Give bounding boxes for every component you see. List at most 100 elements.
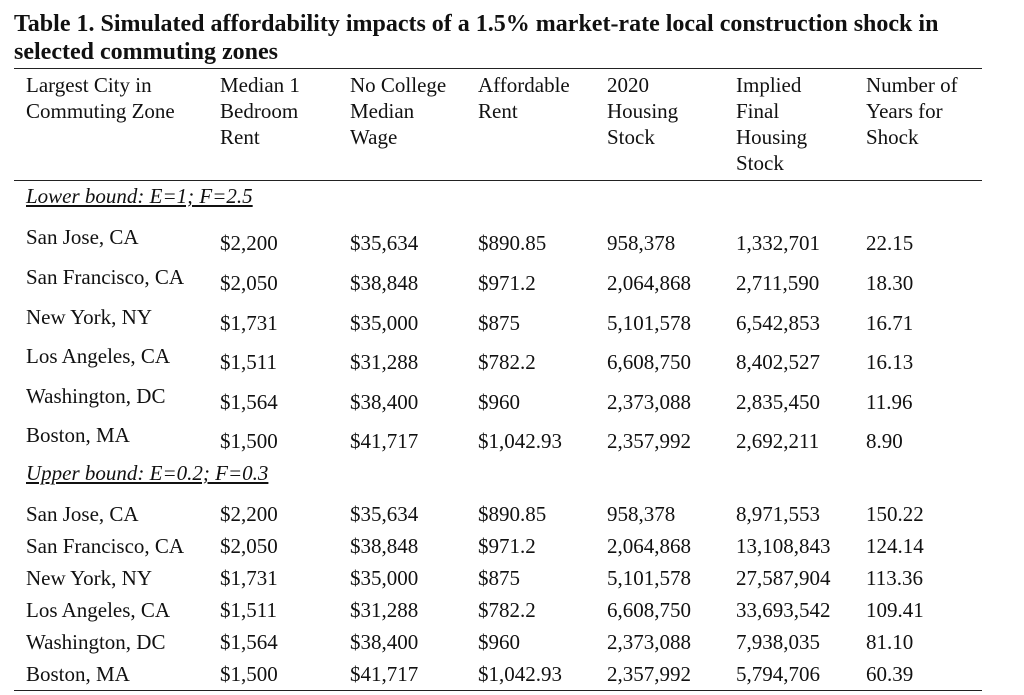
cell: $38,400 [350, 630, 419, 654]
cell: $971.2 [478, 534, 536, 558]
cell: $1,564 [220, 630, 278, 654]
cell: $1,042.93 [478, 429, 562, 453]
cell: $31,288 [350, 350, 419, 374]
cell: 124.14 [866, 534, 924, 558]
cell: 22.15 [866, 231, 914, 255]
cell: $1,731 [220, 566, 278, 590]
cell: 5,101,578 [607, 566, 691, 590]
cell: 2,711,590 [736, 271, 820, 295]
cell: 8,402,527 [736, 350, 820, 374]
row-label: San Francisco, CA [26, 534, 185, 558]
cell: $782.2 [478, 598, 536, 622]
cell: 13,108,843 [736, 534, 831, 558]
row-label: Washington, DC [26, 384, 166, 408]
cell: 5,101,578 [607, 311, 691, 335]
cell: 8.90 [866, 429, 903, 453]
column-header: Median [350, 99, 415, 123]
cell: $2,050 [220, 271, 278, 295]
row-label: Boston, MA [26, 423, 130, 447]
column-header: Stock [607, 125, 655, 149]
cell: 113.36 [866, 566, 923, 590]
cell: $35,634 [350, 231, 419, 255]
cell: $31,288 [350, 598, 419, 622]
rule [14, 68, 982, 69]
rule [14, 690, 982, 691]
cell: 2,373,088 [607, 630, 691, 654]
row-label: San Jose, CA [26, 225, 139, 249]
cell: $41,717 [350, 662, 419, 686]
cell: 18.30 [866, 271, 914, 295]
column-header: Years for [866, 99, 943, 123]
cell: $971.2 [478, 271, 536, 295]
column-header: Implied [736, 73, 802, 97]
column-header: Bedroom [220, 99, 299, 123]
cell: $1,500 [220, 662, 278, 686]
column-header: Shock [866, 125, 919, 149]
cell: 2,692,211 [736, 429, 820, 453]
column-header: Rent [220, 125, 260, 149]
cell: 2,357,992 [607, 429, 691, 453]
column-header: Commuting Zone [26, 99, 175, 123]
cell: $960 [478, 630, 520, 654]
column-header: Housing [736, 125, 808, 149]
cell: $35,000 [350, 311, 419, 335]
cell: $782.2 [478, 350, 536, 374]
cell: 2,357,992 [607, 662, 691, 686]
row-label: Los Angeles, CA [26, 598, 171, 622]
column-header: Number of [866, 73, 958, 97]
rule [14, 180, 982, 181]
row-label: New York, NY [26, 566, 153, 590]
cell: 11.96 [866, 390, 913, 414]
cell: 958,378 [607, 231, 676, 255]
cell: $875 [478, 566, 520, 590]
column-header: Affordable [478, 73, 570, 97]
column-header: Final [736, 99, 780, 123]
row-label: Boston, MA [26, 662, 130, 686]
row-label: San Francisco, CA [26, 265, 185, 289]
cell: $2,200 [220, 231, 278, 255]
cell: 33,693,542 [736, 598, 831, 622]
cell: $1,511 [220, 350, 277, 374]
cell: $890.85 [478, 231, 547, 255]
column-header: 2020 [607, 73, 649, 97]
cell: $2,200 [220, 502, 278, 526]
cell: $41,717 [350, 429, 419, 453]
cell: 27,587,904 [736, 566, 831, 590]
section-label: Upper bound: E=0.2; F=0.3 [26, 461, 269, 485]
cell: 2,835,450 [736, 390, 820, 414]
cell: $38,848 [350, 271, 419, 295]
cell: 60.39 [866, 662, 914, 686]
row-label: New York, NY [26, 305, 153, 329]
cell: $1,731 [220, 311, 278, 335]
column-header: Largest City in [26, 73, 152, 97]
cell: $1,511 [220, 598, 277, 622]
cell: 5,794,706 [736, 662, 820, 686]
cell: 81.10 [866, 630, 914, 654]
cell: 16.71 [866, 311, 914, 335]
cell: 1,332,701 [736, 231, 820, 255]
cell: $890.85 [478, 502, 547, 526]
cell: 6,608,750 [607, 598, 691, 622]
cell: 16.13 [866, 350, 914, 374]
table-title: Table 1. Simulated affordability impacts… [14, 11, 939, 65]
cell: $1,042.93 [478, 662, 562, 686]
row-label: Washington, DC [26, 630, 166, 654]
column-header: Wage [350, 125, 398, 149]
column-header: No College [350, 73, 447, 97]
row-label: San Jose, CA [26, 502, 139, 526]
cell: 109.41 [866, 598, 924, 622]
cell: 150.22 [866, 502, 924, 526]
section-label: Lower bound: E=1; F=2.5 [26, 184, 253, 208]
cell: 958,378 [607, 502, 676, 526]
cell: $1,564 [220, 390, 278, 414]
cell: 6,542,853 [736, 311, 820, 335]
cell: $1,500 [220, 429, 278, 453]
column-header: Housing [607, 99, 679, 123]
cell: 7,938,035 [736, 630, 820, 654]
column-header: Rent [478, 99, 518, 123]
cell: $35,634 [350, 502, 419, 526]
cell: 2,064,868 [607, 534, 691, 558]
cell: $2,050 [220, 534, 278, 558]
cell: 2,064,868 [607, 271, 691, 295]
